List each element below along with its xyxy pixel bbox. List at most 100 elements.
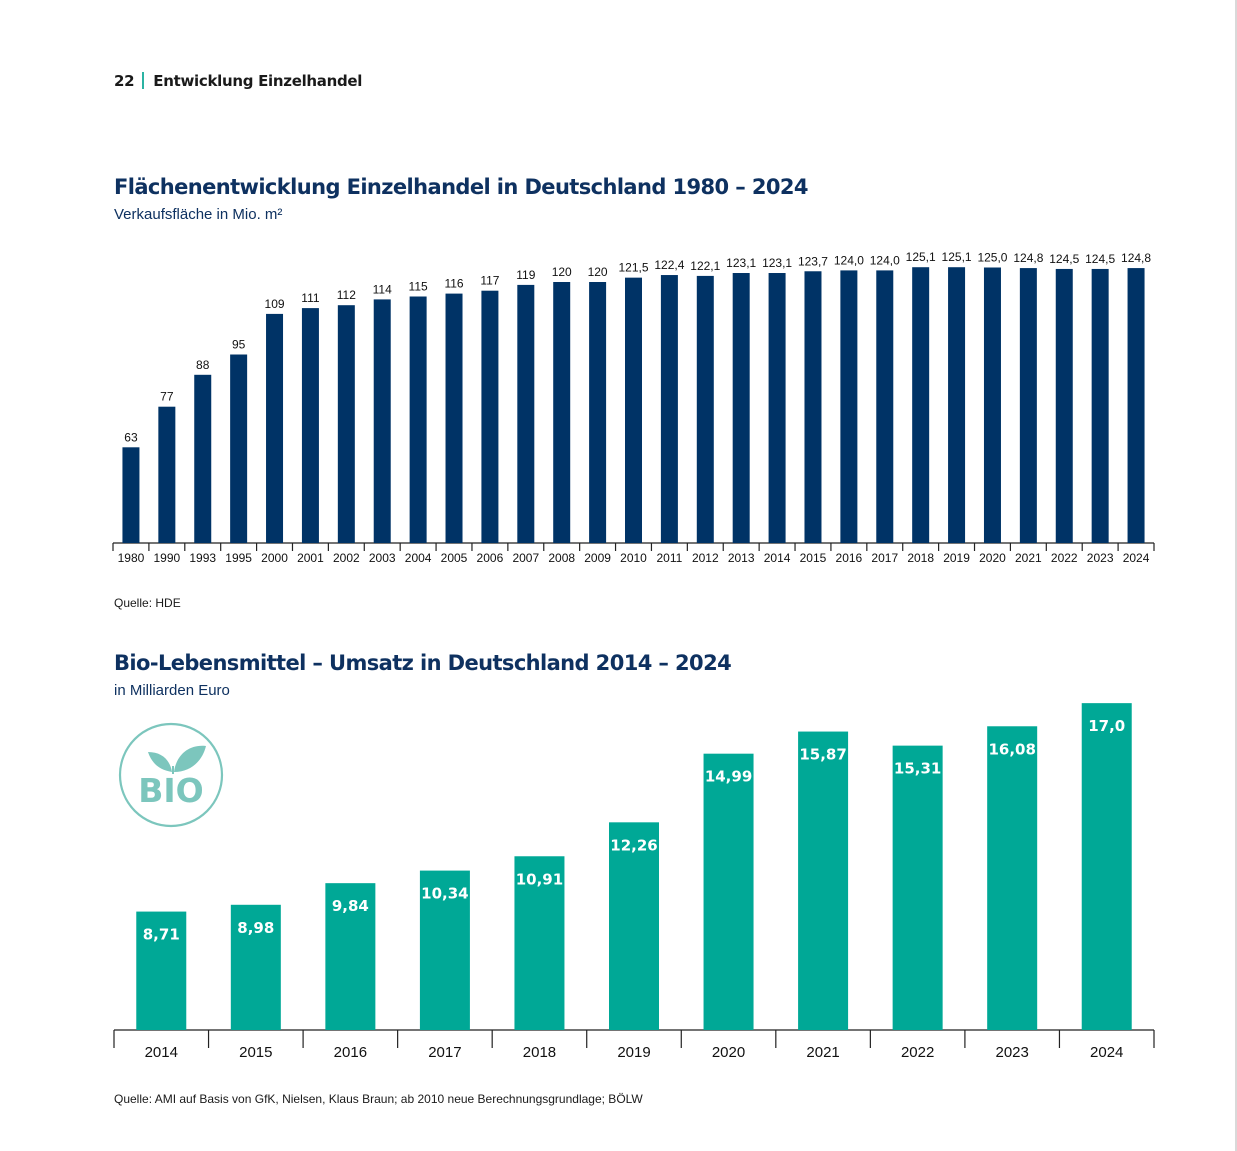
tick-label-2015: 2015 xyxy=(239,1044,272,1061)
data-label-2009: 120 xyxy=(588,265,608,279)
data-label-2003: 114 xyxy=(373,282,392,296)
tick-label-2014: 2014 xyxy=(764,551,791,565)
bar-2020 xyxy=(983,267,1001,543)
tick-label-2024: 2024 xyxy=(1090,1044,1123,1061)
tick-label-2002: 2002 xyxy=(333,551,360,565)
data-label-2023: 124,5 xyxy=(1085,252,1115,266)
tick-label-2012: 2012 xyxy=(692,551,719,565)
data-label-2007: 119 xyxy=(516,268,535,282)
tick-label-2003: 2003 xyxy=(369,551,396,565)
bar-2018 xyxy=(514,856,565,1030)
bar-2017 xyxy=(876,270,894,543)
bar-2017 xyxy=(419,870,470,1030)
tick-label-2016: 2016 xyxy=(334,1044,367,1061)
data-label-2004: 115 xyxy=(409,280,428,294)
bar-2010 xyxy=(625,277,642,543)
data-label-2014: 8,71 xyxy=(143,926,180,944)
bar-1990 xyxy=(158,406,176,543)
data-label-2005: 116 xyxy=(444,277,463,291)
bar-2000 xyxy=(266,313,284,543)
data-label-2020: 14,99 xyxy=(705,768,752,786)
chart1-title: Flächenentwicklung Einzelhandel in Deuts… xyxy=(114,175,809,199)
chart1-subtitle: Verkaufsfläche in Mio. m² xyxy=(114,206,283,223)
bar-2021 xyxy=(798,731,849,1030)
bar-1993 xyxy=(194,374,212,543)
data-label-2015: 123,7 xyxy=(798,254,828,268)
data-label-2018: 10,91 xyxy=(516,870,563,888)
tick-label-2004: 2004 xyxy=(405,551,432,565)
tick-label-2014: 2014 xyxy=(145,1044,178,1061)
tick-label-2019: 2019 xyxy=(617,1044,650,1061)
data-label-2023: 16,08 xyxy=(988,740,1035,758)
data-label-2017: 124,0 xyxy=(870,253,900,267)
bar-2011 xyxy=(660,275,678,543)
bar-1980 xyxy=(122,447,140,543)
bar-2020 xyxy=(703,753,754,1030)
bar-2022 xyxy=(892,745,943,1030)
data-label-2022: 15,31 xyxy=(894,760,941,778)
data-label-2021: 124,8 xyxy=(1013,251,1043,265)
bar-2006 xyxy=(481,290,499,543)
tick-label-1980: 1980 xyxy=(118,551,145,565)
bar-2016 xyxy=(325,883,376,1030)
tick-label-2011: 2011 xyxy=(656,551,682,565)
tick-label-2020: 2020 xyxy=(979,551,1006,565)
data-label-2006: 117 xyxy=(480,274,499,288)
bio-logo: BIO xyxy=(118,722,224,828)
tick-label-2015: 2015 xyxy=(800,551,827,565)
data-label-2011: 122,4 xyxy=(654,258,684,272)
logo-ring xyxy=(118,722,224,828)
bar-2019 xyxy=(609,822,659,1030)
bar-2009 xyxy=(589,282,607,543)
data-label-1995: 95 xyxy=(232,338,246,352)
logo-text: BIO xyxy=(138,771,203,810)
bar-2012 xyxy=(696,275,714,543)
bar-2014 xyxy=(768,273,786,543)
data-label-2019: 12,26 xyxy=(610,836,657,854)
data-label-2018: 125,1 xyxy=(906,250,936,264)
bar-2002 xyxy=(337,305,355,543)
data-label-2017: 10,34 xyxy=(421,885,468,903)
tick-label-2010: 2010 xyxy=(620,551,647,565)
tick-label-2017: 2017 xyxy=(871,551,898,565)
data-label-2022: 124,5 xyxy=(1049,252,1079,266)
data-label-1990: 77 xyxy=(160,390,174,404)
tick-label-2013: 2013 xyxy=(728,551,755,565)
header-separator xyxy=(142,72,145,89)
page-number: 22 xyxy=(114,72,135,90)
data-label-2014: 123,1 xyxy=(762,256,792,270)
bar-2014 xyxy=(136,911,187,1030)
data-label-2013: 123,1 xyxy=(726,256,756,270)
section-title: Entwicklung Einzelhandel xyxy=(153,72,363,90)
tick-label-2021: 2021 xyxy=(806,1044,839,1061)
tick-label-2018: 2018 xyxy=(907,551,934,565)
bar-2013 xyxy=(732,273,750,543)
data-label-2001: 111 xyxy=(301,291,320,305)
data-label-2016: 124,0 xyxy=(834,253,864,267)
bar-2018 xyxy=(912,267,930,543)
tick-label-2005: 2005 xyxy=(441,551,468,565)
chart1-source: Quelle: HDE xyxy=(114,596,181,610)
bar-2008 xyxy=(553,282,571,543)
running-head: 22 Entwicklung Einzelhandel xyxy=(114,72,362,90)
tick-label-1993: 1993 xyxy=(189,551,216,565)
tick-label-2023: 2023 xyxy=(1087,551,1114,565)
data-label-2002: 112 xyxy=(337,288,356,302)
data-label-2015: 8,98 xyxy=(237,919,274,937)
data-label-2016: 9,84 xyxy=(332,897,369,915)
tick-label-2016: 2016 xyxy=(836,551,863,565)
bar-2023 xyxy=(1091,268,1109,543)
tick-label-2019: 2019 xyxy=(943,551,970,565)
data-label-2010: 121,5 xyxy=(618,261,648,275)
data-label-2000: 109 xyxy=(265,297,285,311)
tick-label-2018: 2018 xyxy=(523,1044,556,1061)
tick-label-2009: 2009 xyxy=(584,551,611,565)
leaf-sprout-icon xyxy=(148,745,206,774)
tick-label-2006: 2006 xyxy=(477,551,504,565)
bar-2005 xyxy=(445,293,463,543)
tick-label-2000: 2000 xyxy=(261,551,288,565)
data-label-2024: 17,0 xyxy=(1088,717,1125,735)
chart2-source: Quelle: AMI auf Basis von GfK, Nielsen, … xyxy=(114,1092,643,1106)
data-label-2024: 124,8 xyxy=(1121,251,1151,265)
